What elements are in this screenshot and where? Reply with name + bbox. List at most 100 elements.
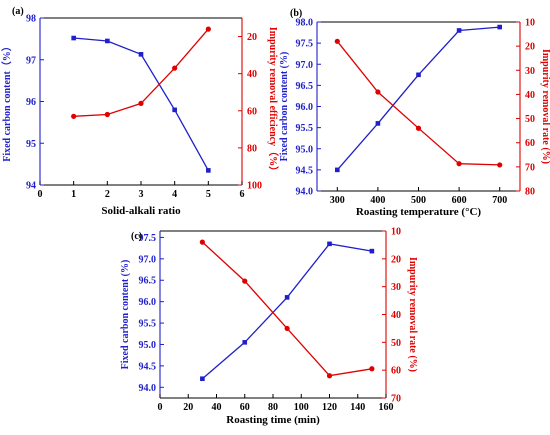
x-tick-label: 60 <box>240 402 250 413</box>
x-tick-label: 2 <box>105 189 110 200</box>
left-y-tick-label: 94.5 <box>296 165 314 176</box>
right-y-tick-label: 30 <box>391 282 401 293</box>
carbon-content-line <box>201 243 373 380</box>
left-y-tick-label: 97.5 <box>296 39 314 50</box>
x-tick-label: 100 <box>294 402 309 413</box>
right-y-tick-label: 30 <box>525 66 535 77</box>
x-tick-label: 0 <box>38 189 43 200</box>
x-tick-label: 120 <box>322 402 337 413</box>
right-y-tick-label: 100 <box>247 181 262 192</box>
x-tick-label: 500 <box>411 195 426 206</box>
impurity-removal-point <box>71 113 77 119</box>
carbon-content-point <box>206 168 211 173</box>
x-tick-label: 6 <box>240 189 245 200</box>
left-y-tick-label: 94.0 <box>139 383 157 394</box>
carbon-content-point <box>369 248 375 254</box>
carbon-content-point <box>105 38 110 44</box>
right-y-axis-label: Impurity removal efficiency（%） <box>267 27 280 176</box>
left-y-tick-label: 96.5 <box>296 81 314 92</box>
carbon-content-point <box>416 72 421 78</box>
x-tick-label: 600 <box>452 195 467 206</box>
left-y-tick-label: 95.5 <box>296 123 314 134</box>
left-y-tick-label: 94 <box>26 181 36 192</box>
carbon-content-point <box>335 167 340 173</box>
left-y-axis-label: Fixed carbon content（%） <box>0 41 13 162</box>
right-y-tick-label: 40 <box>391 310 401 321</box>
right-y-tick-label: 80 <box>247 143 257 154</box>
x-tick-label: 400 <box>370 195 385 206</box>
left-y-tick-label: 97.0 <box>139 254 157 265</box>
impurity-removal-point <box>104 111 110 118</box>
right-y-tick-label: 50 <box>525 114 535 125</box>
carbon-content-point <box>497 24 502 30</box>
left-y-tick-label: 98 <box>26 14 36 25</box>
chart-panel-b: 300 400 500 600 700 94.0 94.5 95.0 95.5 96.0 96.5 9… <box>279 8 550 218</box>
carbon-content-point <box>138 52 144 57</box>
panel-label: (c) <box>131 231 142 242</box>
right-y-tick-label: 20 <box>391 254 401 265</box>
impurity-removal-point <box>334 38 340 44</box>
impurity-removal-point <box>456 161 462 167</box>
right-y-tick-label: 40 <box>525 90 535 101</box>
panel-label: (a) <box>12 6 24 17</box>
left-y-tick-label: 96.5 <box>139 276 157 287</box>
x-tick-label: 140 <box>350 402 365 413</box>
x-tick-label: 40 <box>212 402 222 413</box>
left-y-tick-label: 98.0 <box>296 18 314 29</box>
carbon-content-point <box>172 107 177 113</box>
carbon-content-line <box>336 26 500 171</box>
right-y-tick-label: 40 <box>247 69 257 80</box>
x-tick-label: 300 <box>330 195 345 206</box>
impurity-removal-point <box>242 278 248 284</box>
left-y-axis-label: Fixed carbon content (%) <box>279 52 290 162</box>
x-axis-label: Roasting temperature (°C) <box>356 206 482 218</box>
left-y-tick-label: 97 <box>26 55 36 66</box>
chart-panel-a: 0 1 2 3 4 5 6 94 95 96 97 98 20 40 60 80 100 Solid-alkali… <box>0 6 280 217</box>
impurity-removal-point <box>172 65 178 71</box>
impurity-removal-point <box>284 325 290 332</box>
impurity-removal-point <box>205 26 211 32</box>
right-y-tick-label: 10 <box>525 18 535 29</box>
impurity-removal-point <box>199 239 205 245</box>
right-y-axis-label: Impurity removal rate (%) <box>407 257 418 372</box>
left-y-tick-label: 96.0 <box>139 297 157 308</box>
left-y-tick-label: 94.0 <box>296 187 314 198</box>
carbon-content-point <box>71 35 76 41</box>
right-y-axis-label: Impurity removal rate (%) <box>540 49 550 164</box>
x-tick-label: 0 <box>158 402 163 413</box>
x-tick-label: 4 <box>172 189 177 200</box>
right-y-tick-label: 80 <box>525 187 535 198</box>
impurity-removal-point <box>497 162 503 168</box>
left-y-tick-label: 94.5 <box>139 361 157 372</box>
impurity-removal-point <box>138 100 144 106</box>
right-y-tick-label: 20 <box>525 42 535 53</box>
left-y-tick-label: 96.0 <box>296 102 314 113</box>
right-y-tick-label: 60 <box>247 106 257 117</box>
carbon-content-point <box>284 295 290 300</box>
left-y-tick-label: 95.0 <box>296 144 314 155</box>
x-tick-label: 20 <box>183 402 193 413</box>
x-tick-label: 80 <box>268 402 278 413</box>
left-y-tick-label: 97.0 <box>296 60 314 71</box>
left-y-tick-label: 95.5 <box>139 319 157 330</box>
x-tick-label: 1 <box>71 189 76 200</box>
carbon-content-point <box>200 376 205 382</box>
right-y-tick-label: 50 <box>391 338 401 349</box>
left-y-tick-label: 97.5 <box>139 233 157 244</box>
right-y-tick-label: 60 <box>391 366 401 377</box>
impurity-removal-line <box>336 40 500 166</box>
x-axis-label: Roasting time (min) <box>226 414 320 426</box>
right-y-tick-label: 70 <box>525 162 535 173</box>
x-tick-label: 5 <box>206 189 211 200</box>
left-y-axis-label: Fixed carbon content (%) <box>120 260 131 370</box>
carbon-content-point <box>327 241 332 247</box>
panel-label: (b) <box>290 8 302 19</box>
carbon-content-point <box>375 121 381 126</box>
x-tick-label: 160 <box>379 402 394 413</box>
x-tick-label: 3 <box>139 189 144 200</box>
right-y-tick-label: 10 <box>391 227 401 238</box>
impurity-removal-point <box>375 89 381 95</box>
left-y-tick-label: 95 <box>26 139 36 150</box>
x-tick-label: 700 <box>492 195 507 206</box>
